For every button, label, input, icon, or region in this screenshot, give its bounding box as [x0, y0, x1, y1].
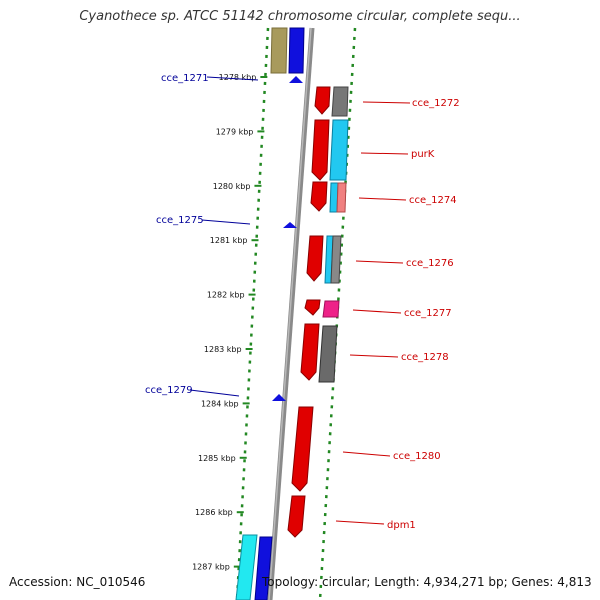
cce-1279-marker[interactable] [272, 394, 286, 401]
feature-cyan-block-bottom[interactable] [235, 534, 258, 600]
cce-1274-leader [358, 197, 407, 201]
dpm1-leader [335, 520, 385, 525]
cce-1278-feature-box[interactable] [318, 325, 338, 383]
gene-label-cce-1275[interactable]: cce_1275 [156, 215, 204, 226]
purk-arrow[interactable] [311, 119, 330, 181]
feature-blue-block-bottom[interactable] [254, 536, 273, 600]
ruler-tick-label: 1282 kbp [207, 291, 245, 300]
cce-1272-feature-box[interactable] [331, 86, 349, 117]
cce-1275-marker[interactable] [283, 222, 297, 228]
gene-label-cce-1277[interactable]: cce_1277 [404, 308, 452, 319]
ruler-tick-label: 1286 kbp [195, 508, 233, 517]
gene-label-cce-1280[interactable]: cce_1280 [393, 451, 441, 462]
cce-1272-leader [362, 101, 411, 104]
cce-1277-leader [352, 309, 402, 314]
chromosome-backbone-highlight [268, 27, 312, 600]
cce-1279-leader [189, 389, 240, 397]
gene-label-cce-1276[interactable]: cce_1276 [406, 258, 454, 269]
ruler-tick-label: 1278 kbp [219, 73, 257, 82]
ruler-tick-label: 1285 kbp [198, 454, 236, 463]
right-track-guide [318, 27, 357, 600]
cce-1274-arrow[interactable] [310, 181, 328, 212]
cce-1276-arrow[interactable] [306, 235, 324, 282]
gene-label-cce-1278[interactable]: cce_1278 [401, 352, 449, 363]
gene-label-cce-1279[interactable]: cce_1279 [145, 385, 193, 396]
cce-1272-arrow[interactable] [314, 86, 331, 115]
gene-label-cce-1271[interactable]: cce_1271 [161, 73, 209, 84]
ruler-tick-label: 1279 kbp [216, 127, 254, 136]
cce-1280-arrow[interactable] [291, 406, 314, 492]
feature-blue-block-top[interactable] [288, 27, 305, 74]
cce-1280-leader [342, 451, 391, 457]
cce-1275-leader [201, 219, 251, 225]
ruler-tick-label: 1287 kbp [192, 563, 230, 572]
ruler-tick-label: 1280 kbp [213, 182, 251, 191]
ruler-tick-label: 1281 kbp [210, 236, 248, 245]
ruler: 1278 kbp 1279 kbp 1280 kbp 1281 kbp 1282 kbp… [192, 73, 268, 572]
topology-text: Topology: circular; Length: 4,934,271 bp… [262, 575, 592, 589]
feature-olive-block[interactable] [270, 27, 288, 74]
gene-label-cce-1272[interactable]: cce_1272 [412, 98, 460, 109]
ruler-tick-label: 1283 kbp [204, 345, 242, 354]
map-title: Cyanothece sp. ATCC 51142 chromosome cir… [79, 9, 521, 24]
cce-1277-feature-box[interactable] [322, 300, 340, 318]
cce-1276-feature-box-b[interactable] [330, 235, 342, 284]
gene-label-purk[interactable]: purK [411, 149, 435, 160]
ruler-tick-label: 1284 kbp [201, 399, 239, 408]
cce-1271-leader [206, 76, 259, 81]
gene-label-cce-1274[interactable]: cce_1274 [409, 195, 457, 206]
cce-1277-arrow[interactable] [304, 299, 321, 316]
cce-1271-marker[interactable] [289, 76, 303, 83]
accession-text: Accession: NC_010546 [9, 575, 146, 589]
purk-leader [360, 152, 409, 155]
left-track-guide [235, 27, 270, 600]
cce-1276-leader [355, 260, 404, 264]
gene-label-dpm1[interactable]: dpm1 [387, 520, 416, 531]
chromosome-backbone [267, 27, 315, 600]
cce-1278-arrow[interactable] [300, 323, 320, 381]
dpm1-arrow[interactable] [287, 495, 306, 538]
purk-feature-box[interactable] [329, 119, 349, 181]
cce-1278-leader [349, 354, 399, 358]
cce-1274-feature-box-b[interactable] [336, 182, 347, 213]
